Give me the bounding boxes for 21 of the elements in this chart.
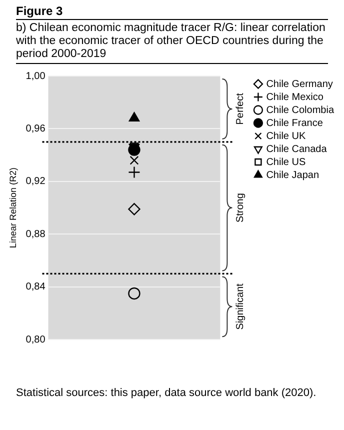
band-label: Significant	[234, 283, 246, 330]
legend-label: Chile Colombia	[266, 104, 334, 116]
text: Statistical sources: this paper, data source world bank (2020).	[16, 386, 318, 400]
band-label: Strong	[234, 193, 246, 223]
y-tick-label: 0,80	[26, 334, 46, 346]
legend-label: Chile Japan	[266, 170, 320, 181]
y-tick-label: 1,00	[26, 70, 46, 82]
chart-subtitle: b) Chilean economic magnitude tracer R/G: linear correlation with the economic tracer of other OECD countries during the period 2000-2019	[16, 22, 328, 64]
legend-label: Chile France	[266, 118, 324, 129]
legend-label: Chile US	[266, 156, 306, 168]
legend-label: Chile Germany	[266, 78, 333, 90]
y-tick-label: 0,88	[26, 228, 46, 240]
chart-title: Figure 3	[16, 4, 328, 20]
y-tick-label: 0,84	[26, 282, 46, 293]
legend-label: Chile Canada	[266, 144, 328, 155]
legend-label: Chile UK	[266, 130, 306, 142]
y-axis-title: Linear Relation (R2)	[8, 168, 18, 248]
y-tick-label: 0,96	[26, 123, 46, 134]
band-label: Perfect	[234, 92, 246, 125]
y-tick-label: 0,92	[26, 176, 46, 188]
legend-label: Chile Mexico	[266, 92, 324, 103]
